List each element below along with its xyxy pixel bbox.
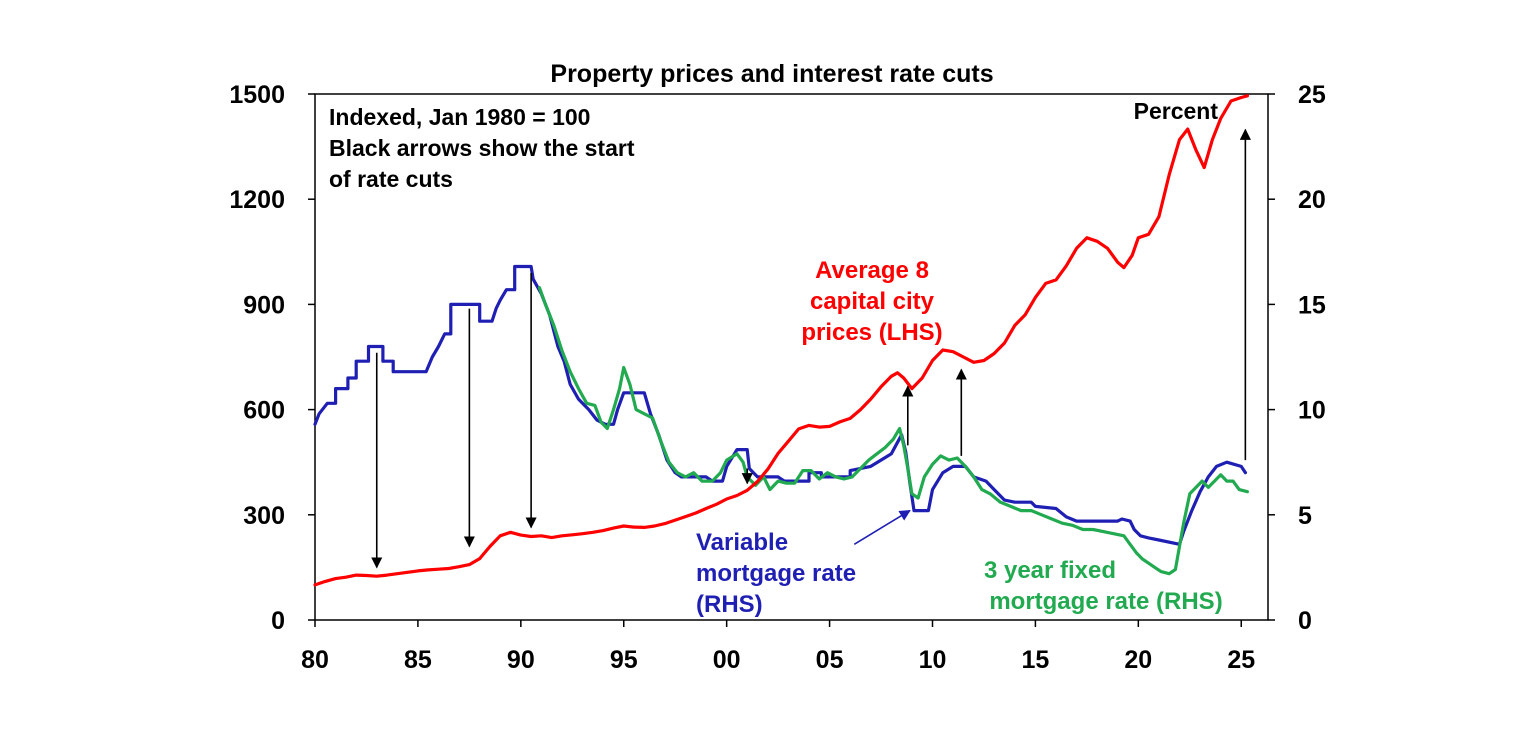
variable-rate-label-line-1: Variable xyxy=(696,529,788,556)
left-axis-tick-label: 300 xyxy=(243,502,285,530)
arrows-note-line-1: Black arrows show the start xyxy=(329,135,635,161)
x-axis-ticks: 80 85 90 95 00 05 10 15 20 25 xyxy=(301,620,1255,674)
x-axis-tick-label: 95 xyxy=(610,646,638,674)
series-line-fixed-rate xyxy=(537,286,1249,576)
plot-frame xyxy=(314,93,1269,621)
right-axis-unit-note: Percent xyxy=(1134,98,1219,124)
prices-series-label-line-3: prices (LHS) xyxy=(801,319,942,346)
right-axis-tick-label: 5 xyxy=(1298,502,1312,530)
prices-series-label-line-1: Average 8 xyxy=(815,257,929,284)
x-axis-tick-label: 80 xyxy=(301,646,329,674)
left-axis-tick-label: 900 xyxy=(243,291,285,319)
variable-rate-label-line-3: (RHS) xyxy=(696,591,763,618)
variable-rate-label-pointer xyxy=(853,509,911,545)
right-axis-tick-label: 25 xyxy=(1298,81,1326,109)
left-axis-ticks: 0 300 600 900 1200 1500 xyxy=(229,81,315,635)
left-axis-tick-label: 1200 xyxy=(229,186,285,214)
x-axis-tick-label: 20 xyxy=(1124,646,1152,674)
arrows-note-line-2: of rate cuts xyxy=(329,166,453,192)
variable-rate-label-line-2: mortgage rate xyxy=(696,560,856,587)
x-axis-tick-label: 00 xyxy=(713,646,741,674)
left-axis-tick-label: 600 xyxy=(243,397,285,425)
right-axis-tick-label: 20 xyxy=(1298,186,1326,214)
rate-cut-arrows xyxy=(371,128,1251,569)
left-axis-unit-note: Indexed, Jan 1980 = 100 xyxy=(329,104,590,130)
left-axis-tick-label: 1500 xyxy=(229,81,285,109)
right-axis-tick-label: 0 xyxy=(1298,607,1312,635)
x-axis-tick-label: 15 xyxy=(1022,646,1050,674)
series-line-prices xyxy=(313,94,1249,587)
right-axis-ticks: 0 5 10 15 20 25 xyxy=(1268,81,1326,635)
x-axis-tick-label: 25 xyxy=(1227,646,1255,674)
series-layer xyxy=(313,94,1249,587)
x-axis-tick-label: 90 xyxy=(507,646,535,674)
right-axis-tick-label: 10 xyxy=(1298,397,1326,425)
x-axis-tick-label: 85 xyxy=(404,646,432,674)
x-axis-tick-label: 05 xyxy=(816,646,844,674)
x-axis-tick-label: 10 xyxy=(919,646,947,674)
fixed-rate-label-line-2: mortgage rate (RHS) xyxy=(989,588,1222,615)
prices-series-label-line-2: capital city xyxy=(810,288,935,315)
series-line-variable-rate xyxy=(313,264,1247,546)
left-axis-tick-label: 0 xyxy=(271,607,285,635)
chart-title: Property prices and interest rate cuts xyxy=(550,60,993,88)
right-axis-tick-label: 15 xyxy=(1298,291,1326,319)
fixed-rate-label-line-1: 3 year fixed xyxy=(984,557,1116,584)
